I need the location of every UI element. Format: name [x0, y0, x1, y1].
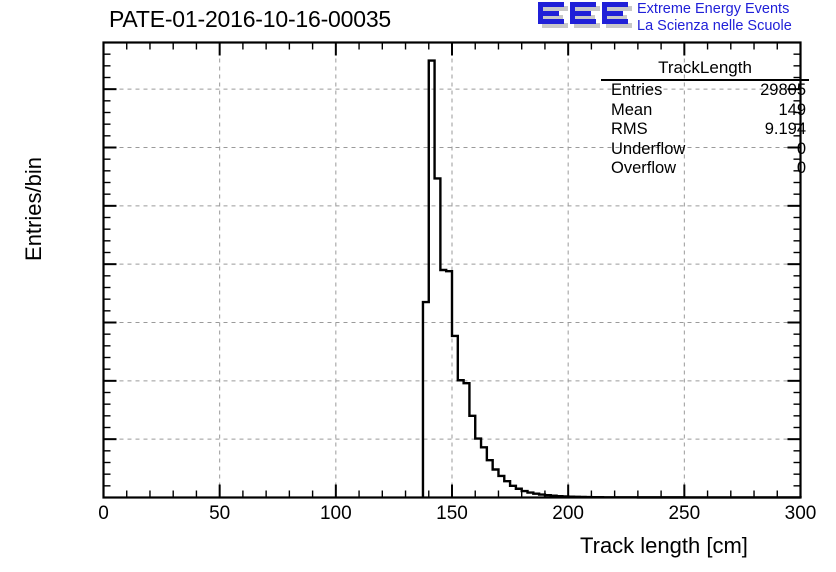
- stats-key: Underflow: [611, 139, 686, 158]
- y-axis-title: Entries/bin: [21, 157, 46, 261]
- stats-value: 9.194: [764, 120, 806, 138]
- stats-key: RMS: [611, 120, 648, 138]
- stats-row: Entries 29805: [601, 81, 809, 101]
- x-tick-label: 300: [784, 502, 817, 524]
- stats-value: 149: [778, 100, 806, 119]
- stats-row: Overflow 0: [601, 159, 809, 179]
- stats-row: Mean 149: [601, 101, 809, 121]
- stats-value: 29805: [760, 81, 806, 99]
- x-tick-label: 0: [98, 502, 109, 524]
- axis-ticks: [102, 41, 802, 499]
- x-axis-title: Track length [cm]: [580, 533, 748, 558]
- stats-row: Underflow 0: [601, 140, 809, 160]
- eee-logo-text: Extreme Energy Events La Scienza nelle S…: [637, 1, 792, 34]
- stats-box: TrackLength Entries 29805 Mean 149 RMS 9.194 U…: [601, 58, 809, 179]
- eee-logo: Extreme Energy Events La Scienza nelle S…: [537, 1, 833, 35]
- eee-logo-mark: [538, 2, 632, 28]
- stats-value: 0: [796, 139, 806, 158]
- stats-key: Entries: [611, 81, 663, 99]
- plot-frame: [102, 41, 802, 499]
- x-tick-label: 100: [319, 502, 352, 524]
- x-tick-label: 150: [436, 502, 468, 524]
- stats-key: Mean: [611, 100, 653, 119]
- logo-line-2: La Scienza nelle Scuole: [637, 17, 792, 34]
- stats-key: Overflow: [611, 159, 677, 177]
- stats-value: 0: [796, 159, 806, 177]
- x-tick-label: 250: [668, 502, 701, 524]
- logo-line-1: Extreme Energy Events: [637, 1, 790, 17]
- stats-title: TrackLength: [601, 58, 809, 81]
- x-tick-label: 200: [552, 502, 584, 524]
- x-tick-label: 50: [209, 502, 231, 524]
- page-title: PATE-01-2016-10-16-00035: [108, 6, 392, 32]
- stats-row: RMS 9.194: [601, 120, 809, 140]
- stats-rows: Entries 29805 Mean 149 RMS 9.194 Underflow 0 Ove…: [601, 81, 809, 179]
